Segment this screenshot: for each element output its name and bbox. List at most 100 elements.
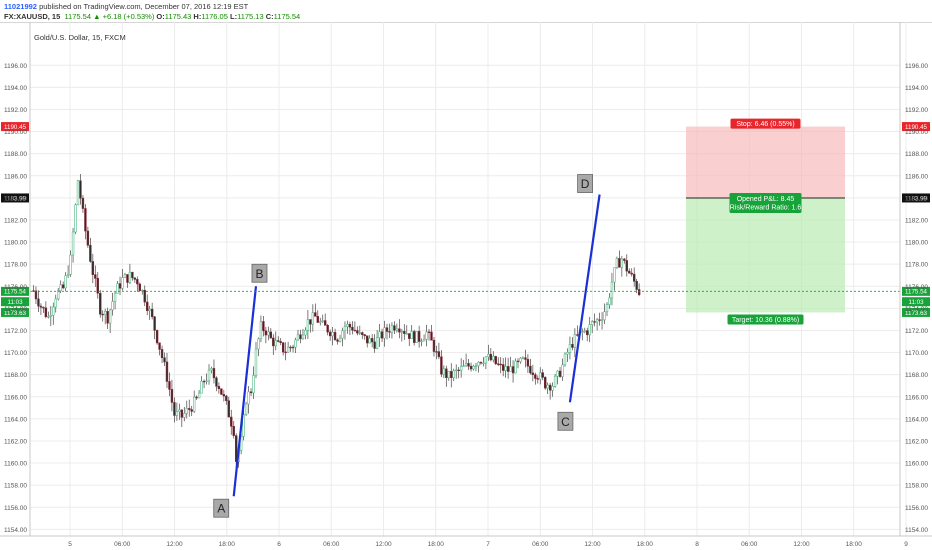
candle-body (566, 352, 569, 355)
candle-body (212, 368, 216, 379)
candle-body (556, 370, 559, 377)
candle-body (464, 363, 468, 367)
candle-body (573, 334, 577, 348)
pnl-label: Opened P&L: 8.45 (737, 196, 795, 203)
y-tick-label-right: 1166.00 (905, 394, 928, 401)
x-tick-label: 18:00 (637, 541, 654, 548)
price-tag-text-left: 1190.45 (4, 124, 26, 131)
candle-body (388, 331, 391, 333)
target-zone (686, 197, 845, 313)
candle-body (361, 332, 364, 335)
candle-body (52, 306, 55, 316)
y-tick-label-right: 1162.00 (905, 438, 928, 445)
candle-body (482, 362, 485, 365)
candle-body (111, 301, 114, 311)
x-tick-label: 18:00 (219, 541, 236, 548)
candle-body (563, 353, 567, 366)
x-tick-label: 06:00 (323, 541, 340, 548)
price-tag-right (902, 122, 930, 132)
pattern-point-label: D (581, 177, 590, 191)
close-label: C: (265, 12, 274, 21)
target-label: Target: 10.36 (0.88%) (732, 317, 799, 324)
long-position-tool[interactable]: Stop: 6.46 (0.55%) Opened P&L: 8.45Risk/R… (686, 118, 845, 325)
symbol-name[interactable]: FX:XAUUSD, 15 (4, 12, 61, 21)
y-tick-label-left: 1190.00 (4, 129, 27, 136)
candle-body (136, 279, 139, 285)
x-tick-label: 18:00 (428, 541, 445, 548)
candle-series (32, 174, 641, 469)
candle-body (380, 331, 384, 339)
candle-body (173, 402, 176, 416)
candle-body (155, 330, 159, 344)
price-tag-right (902, 297, 930, 307)
pattern-leg (568, 194, 601, 403)
y-tick-label-right: 1168.00 (905, 372, 928, 379)
y-tick-label-right: 1156.00 (905, 505, 928, 512)
candle-body (323, 320, 327, 326)
candle-body (600, 319, 604, 321)
candle-body (158, 342, 161, 350)
y-tick-label-right: 1188.00 (905, 151, 928, 158)
y-tick-label-right: 1180.00 (905, 240, 928, 247)
candle-body (118, 283, 122, 289)
candle-body (544, 377, 547, 389)
candle-body (410, 331, 413, 339)
candle-body (442, 368, 446, 375)
y-tick-label-right: 1164.00 (905, 416, 928, 423)
candle-body (103, 311, 107, 316)
candle-body (417, 331, 421, 342)
price-tag-text-right: 11:03 (908, 299, 924, 306)
candle-body (277, 340, 280, 342)
candle-body (150, 308, 154, 318)
candle-body (121, 277, 124, 289)
y-tick-label-left: 1160.00 (4, 461, 27, 468)
y-tick-label-left: 1164.00 (4, 416, 27, 423)
candle-body (274, 340, 277, 347)
candle-body (267, 331, 270, 336)
candle-body (539, 372, 542, 380)
candle-body (54, 298, 57, 308)
x-tick-label: 7 (486, 541, 490, 548)
abcd-pattern[interactable]: A B C D (213, 174, 601, 518)
candle-body (412, 331, 416, 343)
candle-body (366, 335, 369, 344)
candle-body (61, 284, 65, 289)
candle-body (168, 381, 171, 390)
candle-body (326, 324, 329, 333)
candle-body (291, 346, 295, 349)
candle-body (353, 329, 357, 332)
candle-body (385, 327, 389, 332)
candle-body (148, 308, 151, 311)
candle-body (138, 283, 141, 291)
candle-body (608, 297, 611, 305)
candle-body (314, 312, 317, 317)
candle-body (524, 357, 527, 360)
candle-body (590, 321, 594, 325)
candle-body (474, 365, 478, 367)
candle-body (576, 334, 579, 336)
y-tick-label-left: 1186.00 (4, 173, 27, 180)
price-tag-right (902, 307, 930, 317)
candle-body (81, 197, 85, 209)
candle-body (553, 375, 557, 387)
candle-body (34, 290, 38, 300)
candle-body (106, 311, 109, 324)
candle-body (333, 331, 337, 341)
y-tick-label-left: 1158.00 (4, 483, 27, 490)
candle-body (222, 394, 226, 397)
candle-body (86, 230, 90, 246)
y-tick-label-left: 1194.00 (4, 85, 27, 92)
candle-body (593, 321, 596, 323)
y-tick-label-left: 1156.00 (4, 505, 27, 512)
candle-body (615, 258, 619, 269)
candle-body (581, 331, 584, 333)
candle-body (504, 366, 507, 371)
candle-body (516, 360, 520, 363)
author-link[interactable]: 11021992 (4, 2, 37, 11)
candle-body (289, 346, 292, 349)
candle-body (630, 272, 633, 275)
y-tick-label-left: 1162.00 (4, 438, 27, 445)
candle-body (79, 180, 82, 199)
candle-body (57, 290, 60, 300)
